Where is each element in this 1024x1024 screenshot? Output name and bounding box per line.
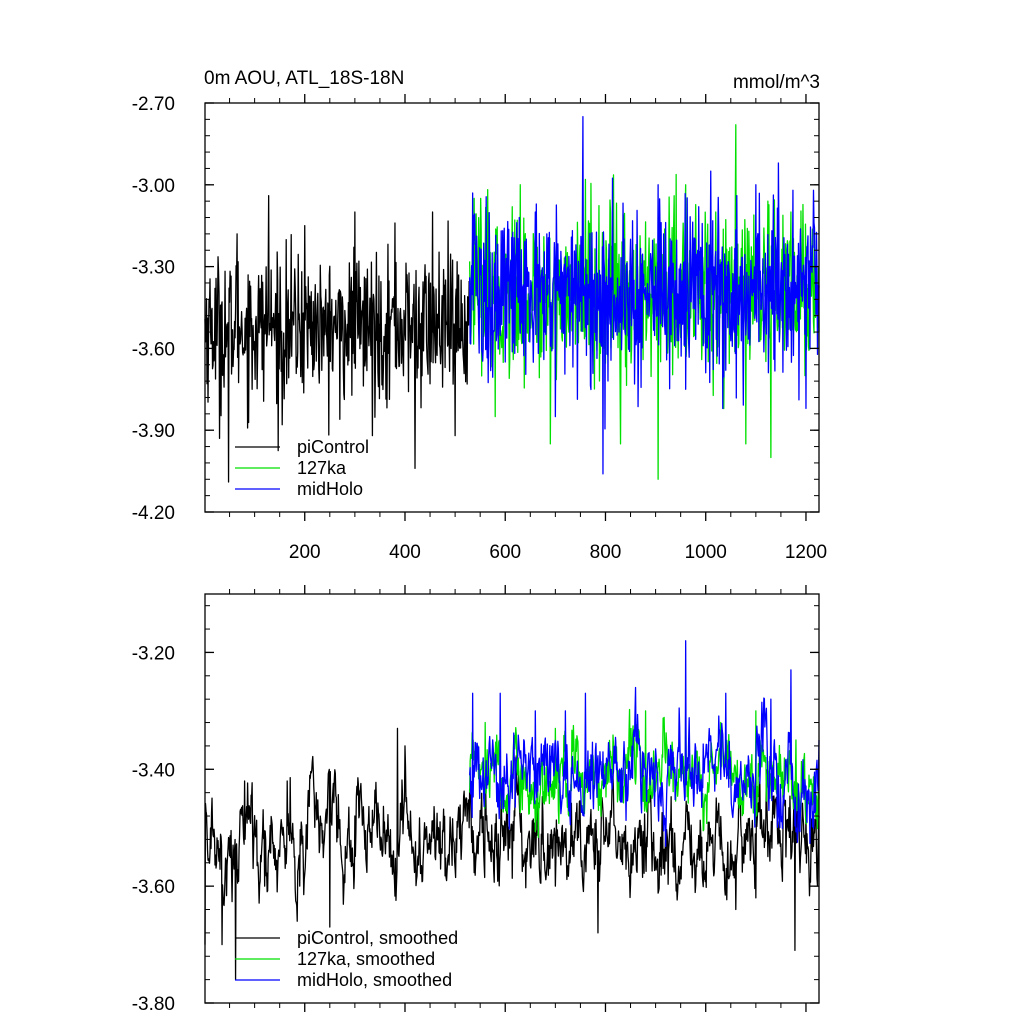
units-label: mmol/m^3	[733, 72, 820, 93]
top-panel: 0m AOU, ATL_18S-18N mmol/m^3 -4.20-3.90-…	[132, 68, 827, 563]
legend-label: midHolo	[297, 479, 363, 499]
legend-label: midHolo, smoothed	[297, 970, 452, 990]
bottom-panel: -3.80 -3.60 -3.40 -3.20 piControl, smoothed…	[132, 585, 820, 1015]
y-tick-label: -3.30	[132, 258, 175, 279]
series-lines-layer	[204, 115, 820, 483]
legend-label: piControl, smoothed	[297, 928, 458, 948]
series-line-picontrol	[204, 727, 820, 981]
x-tick-label: 200	[289, 542, 321, 563]
tick-marks-layer	[205, 94, 819, 521]
y-tick-label: -2.70	[132, 94, 175, 115]
x-tick-label: 400	[389, 542, 421, 563]
y-tick-label: -3.60	[132, 339, 175, 360]
y-tick-label: -3.90	[132, 421, 175, 442]
x-tick-label: 600	[489, 542, 521, 563]
legend-label: 127ka, smoothed	[297, 949, 435, 969]
y-tick-label: -3.80	[132, 994, 175, 1015]
y-tick-labels: -4.20 -3.90 -3.60 -3.30 -3.00 -2.70	[132, 94, 175, 524]
legend-label: piControl	[297, 437, 369, 457]
x-tick-label: 800	[590, 542, 622, 563]
y-tick-label: -3.60	[132, 877, 175, 898]
legend-label: 127ka	[297, 458, 347, 478]
y-tick-label: -3.40	[132, 760, 175, 781]
series-line-midholo	[469, 640, 820, 848]
x-tick-label: 1000	[685, 542, 727, 563]
y-tick-label: -3.20	[132, 643, 175, 664]
series-lines-layer	[204, 640, 820, 981]
series-line-127ka	[469, 124, 820, 480]
plot-frame	[204, 593, 820, 1004]
x-tick-label: 1200	[785, 542, 827, 563]
series-line-midholo	[469, 115, 820, 475]
plot-frame	[204, 102, 820, 513]
series-line-picontrol	[204, 195, 470, 483]
x-tick-labels: 200 400 600 800 1000 1200	[289, 542, 827, 563]
y-tick-label: -3.00	[132, 176, 175, 197]
y-tick-label: -4.20	[132, 503, 175, 524]
panel-title: 0m AOU, ATL_18S-18N	[204, 68, 404, 89]
tick-marks-layer	[205, 585, 819, 1012]
y-tick-labels: -3.80 -3.60 -3.40 -3.20	[132, 643, 175, 1015]
